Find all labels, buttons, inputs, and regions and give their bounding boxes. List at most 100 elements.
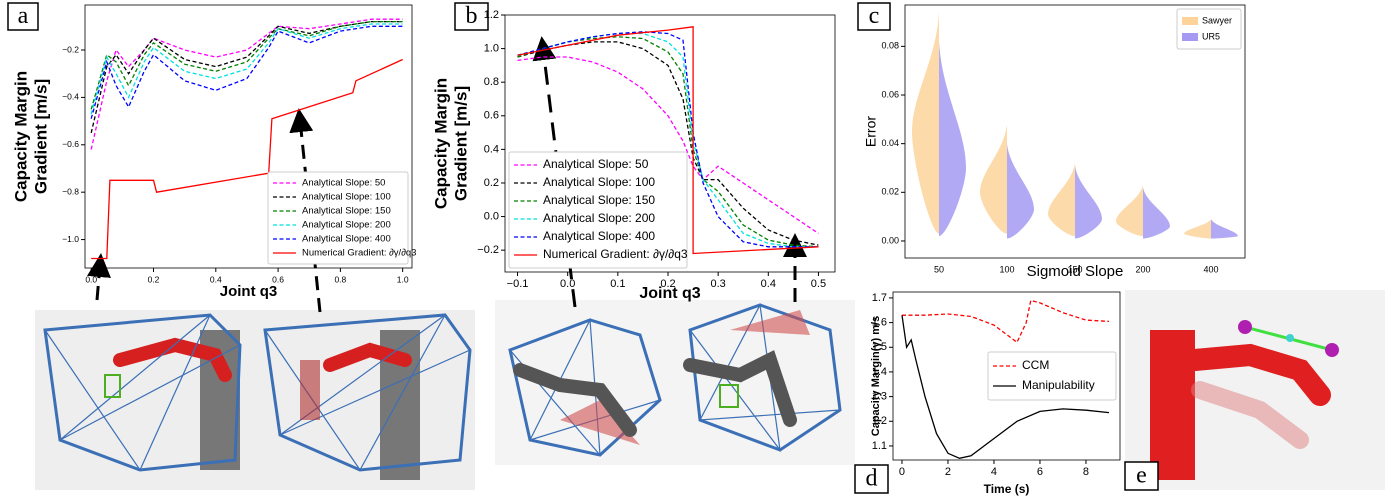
x-tick-label: 0.4 bbox=[761, 278, 776, 290]
y-tick-label: 0.00 bbox=[881, 235, 899, 245]
x-tick-label: 0.5 bbox=[811, 278, 826, 290]
y-axis-label: Error bbox=[863, 116, 879, 147]
x-axis-label: Sigmoid Slope bbox=[1027, 263, 1124, 280]
series-line bbox=[517, 31, 819, 248]
x-tick-label: 1.0 bbox=[397, 274, 409, 284]
legend-label: Sawyer bbox=[1202, 15, 1232, 25]
y-axis-label: Gradient [m/s] bbox=[451, 86, 470, 201]
x-tick-label: 100 bbox=[999, 264, 1014, 274]
x-tick-label: 0.2 bbox=[660, 278, 675, 290]
y-tick-label: 0.2 bbox=[484, 177, 499, 189]
series-line bbox=[90, 23, 403, 115]
y-tick-label: 0.8 bbox=[484, 76, 499, 88]
legend-label: Analytical Slope: 100 bbox=[302, 192, 391, 203]
series-line bbox=[91, 58, 403, 260]
y-tick-label: 0.6 bbox=[484, 110, 499, 122]
y-tick-label: 0.06 bbox=[881, 89, 899, 99]
y-tick-label: 1.0 bbox=[484, 43, 499, 55]
violin-half bbox=[1143, 187, 1170, 239]
series-line bbox=[90, 20, 403, 134]
y-axis-label: Capacity Margin(γ) m/s bbox=[870, 316, 882, 436]
x-tick-label: −0.1 bbox=[507, 278, 529, 290]
plot-frame bbox=[504, 14, 836, 273]
legend-label: Manipulability bbox=[1022, 378, 1095, 392]
x-tick-label: 0.0 bbox=[560, 278, 575, 290]
y-tick-label: 1.5 bbox=[872, 341, 887, 353]
panel-label-box bbox=[454, 2, 489, 31]
y-tick-label: −0.4 bbox=[62, 92, 79, 102]
y-axis-label: Capacity Margin bbox=[431, 78, 450, 209]
x-tick-label: 150 bbox=[1067, 264, 1082, 274]
violin-half bbox=[939, 41, 966, 237]
legend-label: Numerical Gradient: ∂γ/∂q3 bbox=[543, 247, 688, 261]
legend-label: CCM bbox=[1022, 358, 1049, 372]
robot-image-e bbox=[1125, 290, 1385, 490]
y-axis-label: Capacity Margin bbox=[11, 71, 30, 202]
y-tick-label: 0.0 bbox=[484, 210, 499, 222]
series-line bbox=[902, 299, 1110, 344]
y-tick-label: 1.3 bbox=[872, 391, 887, 403]
legend-label: Analytical Slope: 50 bbox=[543, 157, 649, 171]
series-line bbox=[517, 56, 819, 234]
legend-label: Analytical Slope: 400 bbox=[302, 234, 391, 245]
x-tick-label: 6 bbox=[1037, 466, 1043, 478]
y-tick-label: 1.1 bbox=[872, 440, 887, 452]
panel-label-box bbox=[7, 2, 39, 31]
robot-image-b bbox=[495, 300, 855, 465]
x-tick-label: 0.0 bbox=[85, 274, 97, 284]
legend bbox=[267, 171, 409, 265]
plot-frame bbox=[84, 4, 413, 269]
x-tick-label: 2 bbox=[945, 466, 951, 478]
series-line bbox=[90, 25, 403, 119]
legend-label: Analytical Slope: 200 bbox=[543, 211, 655, 225]
plot-frame bbox=[892, 291, 1121, 461]
x-tick-label: 0.2 bbox=[148, 274, 160, 284]
y-tick-label: −0.8 bbox=[62, 186, 79, 196]
y-tick-label: −0.2 bbox=[477, 244, 499, 256]
x-axis-label: Time (s) bbox=[984, 482, 1030, 496]
y-tick-label: 1.2 bbox=[484, 9, 499, 21]
y-tick-label: 1.2 bbox=[872, 415, 887, 427]
legend-label: Analytical Slope: 200 bbox=[302, 220, 391, 231]
x-tick-label: 0 bbox=[899, 466, 905, 478]
series-line bbox=[517, 26, 819, 255]
y-tick-label: 0.08 bbox=[881, 41, 899, 51]
x-tick-label: 8 bbox=[1083, 466, 1089, 478]
violin-half bbox=[912, 12, 939, 234]
y-tick-label: 1.7 bbox=[872, 292, 887, 304]
charts: a b c d e −1.0 −0.8 −0.6 −0.4 −0.2 0.0 0.2 0.4 0.6 0.8… bbox=[7, 2, 1246, 496]
panel-label: a bbox=[18, 3, 29, 29]
panel-label: e bbox=[1136, 463, 1147, 489]
panel-label-box bbox=[1124, 461, 1159, 491]
violin-half bbox=[1075, 165, 1102, 239]
legend-label: Analytical Slope: 50 bbox=[302, 178, 385, 189]
y-tick-label: 1.6 bbox=[872, 316, 887, 328]
legend-label: Analytical Slope: 150 bbox=[543, 193, 655, 207]
x-tick-label: 400 bbox=[1203, 264, 1218, 274]
y-tick-label: 0.02 bbox=[881, 187, 899, 197]
x-tick-label: 0.1 bbox=[610, 278, 625, 290]
legend-label: Analytical Slope: 400 bbox=[543, 229, 655, 243]
legend-label: Analytical Slope: 100 bbox=[543, 175, 655, 189]
x-tick-label: 50 bbox=[934, 264, 944, 274]
legend-label: UR5 bbox=[1202, 31, 1220, 41]
y-tick-label: 1.4 bbox=[872, 366, 887, 378]
panel-label: c bbox=[869, 3, 880, 29]
series-line bbox=[901, 315, 1110, 459]
panel-label-box bbox=[854, 464, 889, 494]
x-axis-label: Joint q3 bbox=[220, 283, 278, 300]
violin-half bbox=[1007, 143, 1034, 239]
y-tick-label: 0.4 bbox=[484, 143, 499, 155]
panel-label-box bbox=[857, 2, 891, 31]
panel-label: b bbox=[466, 3, 478, 29]
violin-half bbox=[980, 124, 1007, 234]
violin-half bbox=[1116, 185, 1143, 237]
violin-half bbox=[1184, 219, 1211, 239]
legend-label: Analytical Slope: 150 bbox=[302, 206, 391, 217]
series-line bbox=[90, 20, 403, 110]
y-tick-label: −1.0 bbox=[62, 234, 79, 244]
y-tick-label: 0.04 bbox=[881, 138, 899, 148]
legend-swatch bbox=[1182, 17, 1198, 25]
x-tick-label: 0.8 bbox=[334, 274, 346, 284]
